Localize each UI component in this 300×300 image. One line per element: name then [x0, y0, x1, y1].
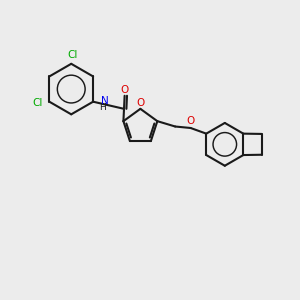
Text: O: O: [121, 85, 129, 95]
Text: N: N: [101, 96, 109, 106]
Text: O: O: [187, 116, 195, 127]
Text: Cl: Cl: [67, 50, 77, 61]
Text: Cl: Cl: [33, 98, 43, 108]
Text: O: O: [137, 98, 145, 108]
Text: H: H: [99, 103, 105, 112]
